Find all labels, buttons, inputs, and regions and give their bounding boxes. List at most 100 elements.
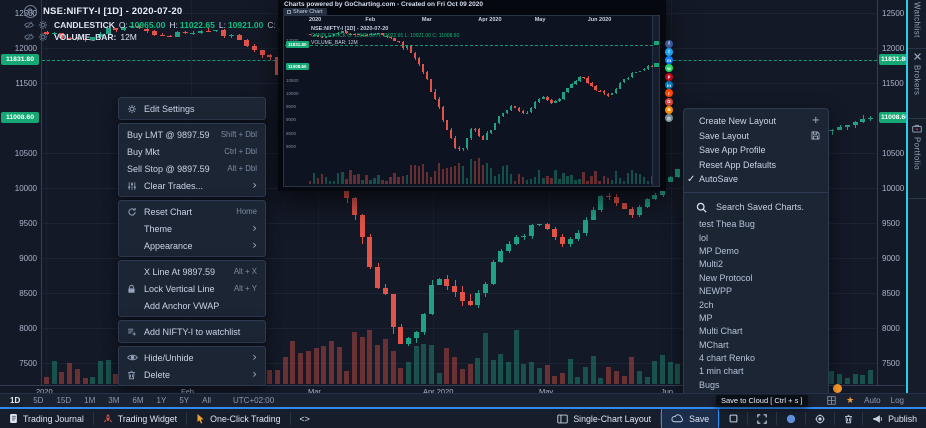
chart-icon — [287, 9, 291, 14]
saved-chart-newpp[interactable]: NEWPP — [699, 286, 733, 297]
share-whatsapp-icon[interactable]: w — [665, 64, 673, 73]
menu-item-reset-app-defaults[interactable]: Reset App Defaults — [684, 158, 828, 173]
hide-indicator-icon[interactable] — [24, 21, 34, 29]
menu-item-label: AutoSave — [699, 174, 739, 185]
favorite-star-icon[interactable]: ★ — [846, 395, 855, 406]
sidebar-tab-portfolio[interactable]: Portfolio — [908, 124, 926, 170]
range-5y[interactable]: 5Y — [179, 396, 190, 405]
check-icon: ✓ — [687, 173, 696, 185]
saved-chart-1-min-chart[interactable]: 1 min chart — [699, 366, 744, 377]
range-5d[interactable]: 5D — [33, 396, 44, 405]
range-1d[interactable]: 1D — [10, 396, 21, 405]
auto-scale-toggle[interactable]: Auto — [864, 396, 881, 405]
saved-chart-mp[interactable]: MP — [699, 312, 713, 323]
menu-item-save-app-profile[interactable]: Save App Profile — [684, 143, 828, 158]
menu-item-delete[interactable]: Delete › — [119, 366, 265, 383]
range-15d[interactable]: 15D — [56, 396, 72, 405]
menu-item-hide-unhide[interactable]: Hide/Unhide › — [119, 349, 265, 366]
menu-item-label: Buy Mkt — [127, 146, 160, 157]
sidebar-tab-watchlist[interactable]: Watchlist — [908, 2, 926, 38]
share-messenger-icon[interactable]: m — [665, 56, 673, 65]
mini-price-tick: 9000 — [286, 117, 297, 123]
chevron-right-icon: › — [252, 178, 257, 192]
menu-item-x-line-at-9897-59[interactable]: X Line At 9897.59 Alt + X — [119, 263, 265, 280]
hide-indicator-icon[interactable] — [24, 33, 34, 41]
left-axis-line — [41, 0, 42, 385]
menu-item-buy-lmt-9897-59[interactable]: Buy LMT @ 9897.59 Shift + Dbl — [119, 126, 265, 143]
menu-item-label: Theme — [144, 223, 173, 234]
menu-item-edit-settings[interactable]: Edit Settings — [119, 100, 265, 117]
saved-chart-new-protocol[interactable]: New Protocol — [699, 272, 753, 283]
share-blogger-icon[interactable]: B — [665, 105, 673, 114]
toolbar-divider — [719, 412, 721, 425]
one-click-trading-button[interactable]: One-Click Trading — [187, 409, 289, 428]
menu-item-add-anchor-vwap[interactable]: Add Anchor VWAP — [119, 297, 265, 314]
share-gmail-icon[interactable]: G — [665, 97, 673, 106]
delete-all-button[interactable] — [835, 409, 862, 428]
indicator-settings-icon[interactable] — [38, 32, 48, 42]
single-chart-layout-button[interactable]: Single-Chart Layout — [548, 409, 660, 428]
axis-settings-icon[interactable] — [827, 396, 836, 405]
symbol-title[interactable]: NSE:NIFTY-I [1D] - 2020-07-20 — [43, 5, 183, 17]
sidebar-tab-brokers[interactable]: Brokers — [908, 52, 926, 95]
trading-widget-button[interactable]: Trading Widget — [94, 409, 186, 428]
trading-journal-button[interactable]: Trading Journal — [0, 409, 93, 428]
menu-shortcut: Alt + X — [233, 267, 257, 276]
range-1y[interactable]: 1Y — [156, 396, 167, 405]
fullscreen-button[interactable] — [748, 409, 776, 428]
menu-item-clear-trades[interactable]: Clear Trades... › — [119, 177, 265, 194]
menu-item-theme[interactable]: Theme › — [119, 220, 265, 237]
context-menu-section: Add NIFTY-I to watchlist — [118, 320, 266, 343]
menu-item-save-layout[interactable]: Save Layout — [684, 129, 828, 144]
share-pinterest-icon[interactable]: p — [665, 72, 673, 81]
timezone-label[interactable]: UTC+02:00 — [233, 396, 275, 405]
share-linkedin-icon[interactable]: in — [665, 81, 673, 89]
range-1m[interactable]: 1M — [84, 396, 96, 405]
saved-chart-4-chart-renko[interactable]: 4 chart Renko — [699, 353, 756, 364]
context-menu-section: Hide/Unhide › Delete › — [118, 346, 266, 386]
share-facebook-icon[interactable]: f — [665, 39, 673, 48]
range-all[interactable]: All — [202, 396, 212, 405]
saved-chart-lol[interactable]: lol — [699, 232, 709, 243]
range-6m[interactable]: 6M — [132, 396, 144, 405]
menu-item-buy-mkt[interactable]: Buy Mkt Ctrl + Dbl — [119, 143, 265, 160]
saved-chart-test-thea-bug[interactable]: test Thea Bug — [699, 219, 755, 230]
saved-chart-mchart[interactable]: MChart — [699, 339, 729, 350]
log-scale-toggle[interactable]: Log — [890, 396, 904, 405]
search-placeholder: Search Saved Charts. — [716, 202, 805, 212]
menu-item-lock-vertical-line[interactable]: Lock Vertical Line Alt + Y — [119, 280, 265, 297]
publish-button[interactable]: Publish — [863, 409, 926, 428]
menu-item-create-new-layout[interactable]: Create New Layout + — [684, 114, 828, 129]
menu-item-add-nifty-i-to-watchlist[interactable]: Add NIFTY-I to watchlist — [119, 323, 265, 340]
menu-item-sell-stop-9897-59[interactable]: Sell Stop @ 9897.59 Alt + Dbl — [119, 160, 265, 177]
share-twitter-icon[interactable]: t — [665, 47, 673, 56]
saved-chart-2ch[interactable]: 2ch — [699, 299, 714, 310]
symbol-search-icon[interactable] — [24, 4, 37, 18]
chevron-right-icon: › — [252, 238, 257, 252]
range-3m[interactable]: 3M — [108, 396, 120, 405]
share-chart-tab[interactable]: Share Chart — [283, 8, 327, 15]
context-menu-section: X Line At 9897.59 Alt + X Lock Vertical Li… — [118, 260, 266, 317]
toolbar-divider — [805, 412, 807, 425]
menu-item-label: Save App Profile — [699, 145, 766, 156]
share-reddit-icon[interactable]: r — [665, 89, 673, 98]
saved-chart-multi-chart[interactable]: Multi Chart — [699, 326, 743, 337]
menu-item-appearance[interactable]: Appearance › — [119, 237, 265, 254]
saved-chart-multi2[interactable]: Multi2 — [699, 259, 724, 270]
menu-item-autosave[interactable]: ✓ AutoSave — [684, 172, 828, 187]
h-gridline — [42, 258, 877, 259]
save-button[interactable]: Save — [661, 409, 720, 428]
code-button[interactable]: <> — [291, 409, 319, 428]
menu-item-reset-chart[interactable]: Reset Chart Home — [119, 203, 265, 220]
share-email-icon[interactable]: @ — [665, 114, 673, 123]
snapshot-button[interactable] — [777, 409, 805, 428]
saved-charts-search[interactable]: Search Saved Charts. — [684, 197, 828, 218]
indicator-settings-icon[interactable] — [38, 20, 48, 30]
menu-item-label: Edit Settings — [144, 103, 195, 114]
share-chart-tab-label: Share Chart — [293, 8, 323, 15]
saved-chart-bugs[interactable]: Bugs — [699, 379, 720, 390]
crosshair-button[interactable] — [806, 409, 834, 428]
saved-chart-mp-demo[interactable]: MP Demo — [699, 245, 739, 256]
frame-button[interactable] — [720, 409, 747, 428]
